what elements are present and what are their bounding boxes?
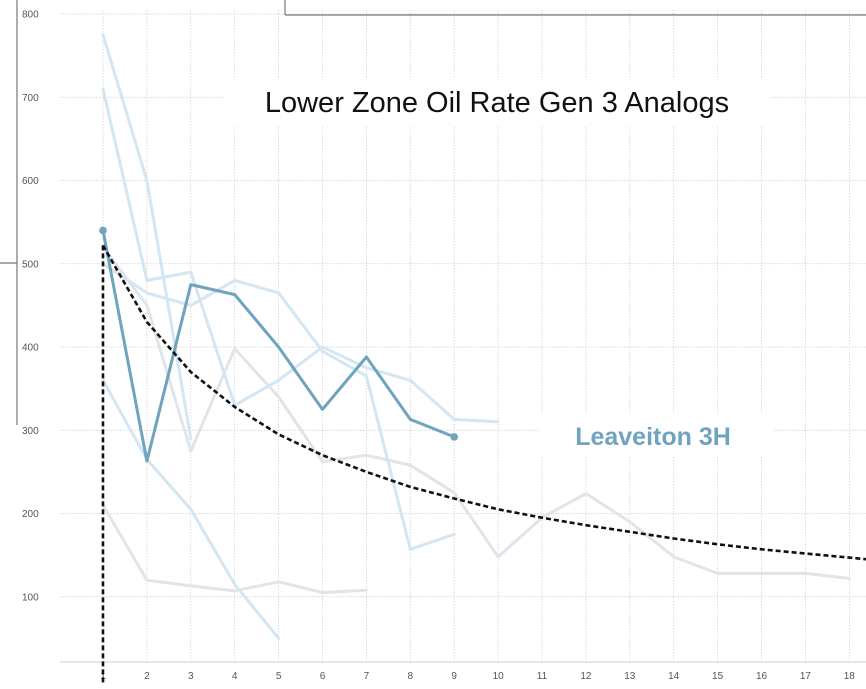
series-annotation-label: Leaveiton 3H	[575, 423, 731, 451]
leaveiton-end-point	[450, 433, 459, 441]
y-tick-label: 800	[22, 10, 39, 21]
x-tick-label: 13	[624, 671, 636, 682]
leaveiton-start-point	[99, 226, 107, 235]
series-label-backdrop	[540, 413, 773, 455]
x-tick-label: 7	[364, 671, 370, 682]
x-tick-label: 16	[756, 671, 768, 682]
y-tick-label: 100	[22, 592, 39, 603]
series-lines	[99, 33, 866, 684]
x-tick-label: 10	[493, 671, 505, 682]
overlays: Lower Zone Oil Rate Gen 3 Analogs Leavei…	[0, 0, 866, 455]
analog-series-line	[101, 33, 193, 441]
x-tick-label: 18	[844, 671, 856, 682]
y-tick-label: 400	[22, 343, 39, 354]
leaveiton-series-line	[101, 230, 455, 463]
chart-title: Lower Zone Oil Rate Gen 3 Analogs	[265, 87, 729, 119]
x-tick-label: 15	[712, 671, 724, 682]
analog-series-line	[101, 378, 281, 640]
x-tick-label: 1	[100, 671, 106, 682]
analog-series-line	[101, 503, 368, 595]
analog-series-line	[101, 87, 500, 424]
tick-labels: 1 2 3 4 5 6 7 8 9 10 11 12 13 14 15 16 17 181002003004005…	[22, 10, 855, 683]
x-tick-label: 6	[320, 671, 326, 682]
x-tick-label: 2	[144, 671, 150, 682]
y-tick-label: 600	[22, 176, 39, 187]
x-tick-label: 17	[800, 671, 812, 682]
x-tick-label: 11	[537, 671, 548, 682]
x-tick-label: 4	[232, 671, 238, 682]
x-tick-label: 8	[408, 671, 414, 682]
title-backdrop	[225, 78, 770, 126]
x-tick-label: 12	[580, 671, 592, 682]
x-tick-label: 14	[668, 671, 680, 682]
x-tick-label: 3	[188, 671, 194, 682]
y-tick-label: 700	[22, 93, 39, 104]
type-curve-line	[101, 244, 866, 561]
analog-series-line	[101, 245, 851, 580]
y-tick-label: 500	[22, 259, 39, 270]
analog-series-line	[101, 262, 456, 551]
x-tick-label: 5	[276, 671, 282, 682]
y-tick-label: 300	[22, 426, 39, 437]
y-tick-label: 200	[22, 509, 39, 520]
x-tick-label: 9	[451, 671, 457, 682]
